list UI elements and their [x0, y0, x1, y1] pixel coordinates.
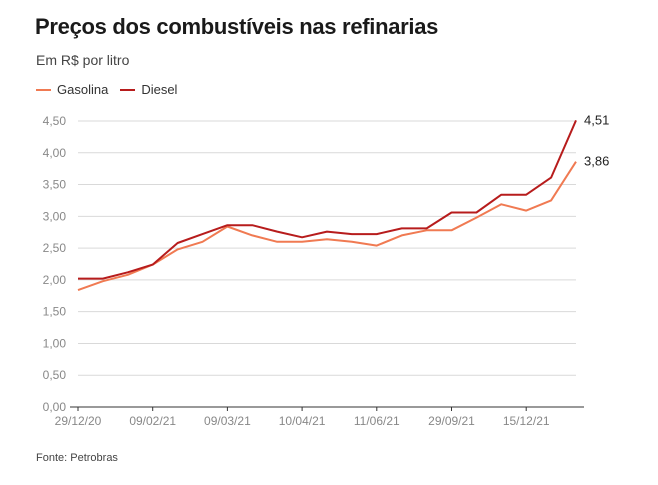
legend-item-gasolina: Gasolina: [36, 82, 108, 97]
y-tick-label: 1,00: [43, 336, 67, 350]
series-line-gasolina: [77, 161, 577, 292]
y-tick-label: 3,50: [43, 178, 67, 192]
x-tick-label: 09/02/21: [129, 414, 176, 428]
end-label-diesel: 4,51: [584, 112, 609, 127]
x-tick-label: 11/06/21: [354, 414, 400, 428]
legend-label-diesel: Diesel: [141, 82, 178, 97]
x-tick-label: 09/03/21: [204, 414, 251, 428]
source-note: Fonte: Petrobras: [36, 452, 118, 464]
x-tick-label: 10/04/21: [279, 414, 326, 428]
y-tick-label: 4,50: [43, 114, 67, 128]
y-tick-label: 4,00: [43, 146, 67, 160]
legend: Gasolina Diesel: [36, 82, 189, 97]
y-tick-label: 0,00: [43, 400, 67, 414]
y-tick-label: 0,50: [43, 368, 67, 382]
x-tick-label: 29/12/20: [55, 414, 102, 428]
legend-swatch-gasolina: [36, 88, 51, 91]
y-tick-label: 2,00: [43, 273, 67, 287]
y-tick-label: 1,50: [43, 305, 67, 319]
chart-title: Preços dos combustíveis nas refinarias: [35, 14, 439, 39]
legend-item-diesel: Diesel: [120, 82, 177, 97]
chart-subtitle: Em R$ por litro: [36, 52, 130, 68]
end-label-gasolina: 3,86: [584, 154, 609, 169]
y-tick-label: 2,50: [43, 241, 67, 255]
y-tick-label: 3,00: [43, 209, 67, 223]
series-line-diesel: [78, 120, 577, 280]
x-tick-label: 29/09/21: [428, 414, 475, 428]
legend-label-gasolina: Gasolina: [57, 82, 109, 97]
legend-swatch-diesel: [120, 88, 136, 91]
x-tick-label: 15/12/21: [503, 414, 550, 428]
